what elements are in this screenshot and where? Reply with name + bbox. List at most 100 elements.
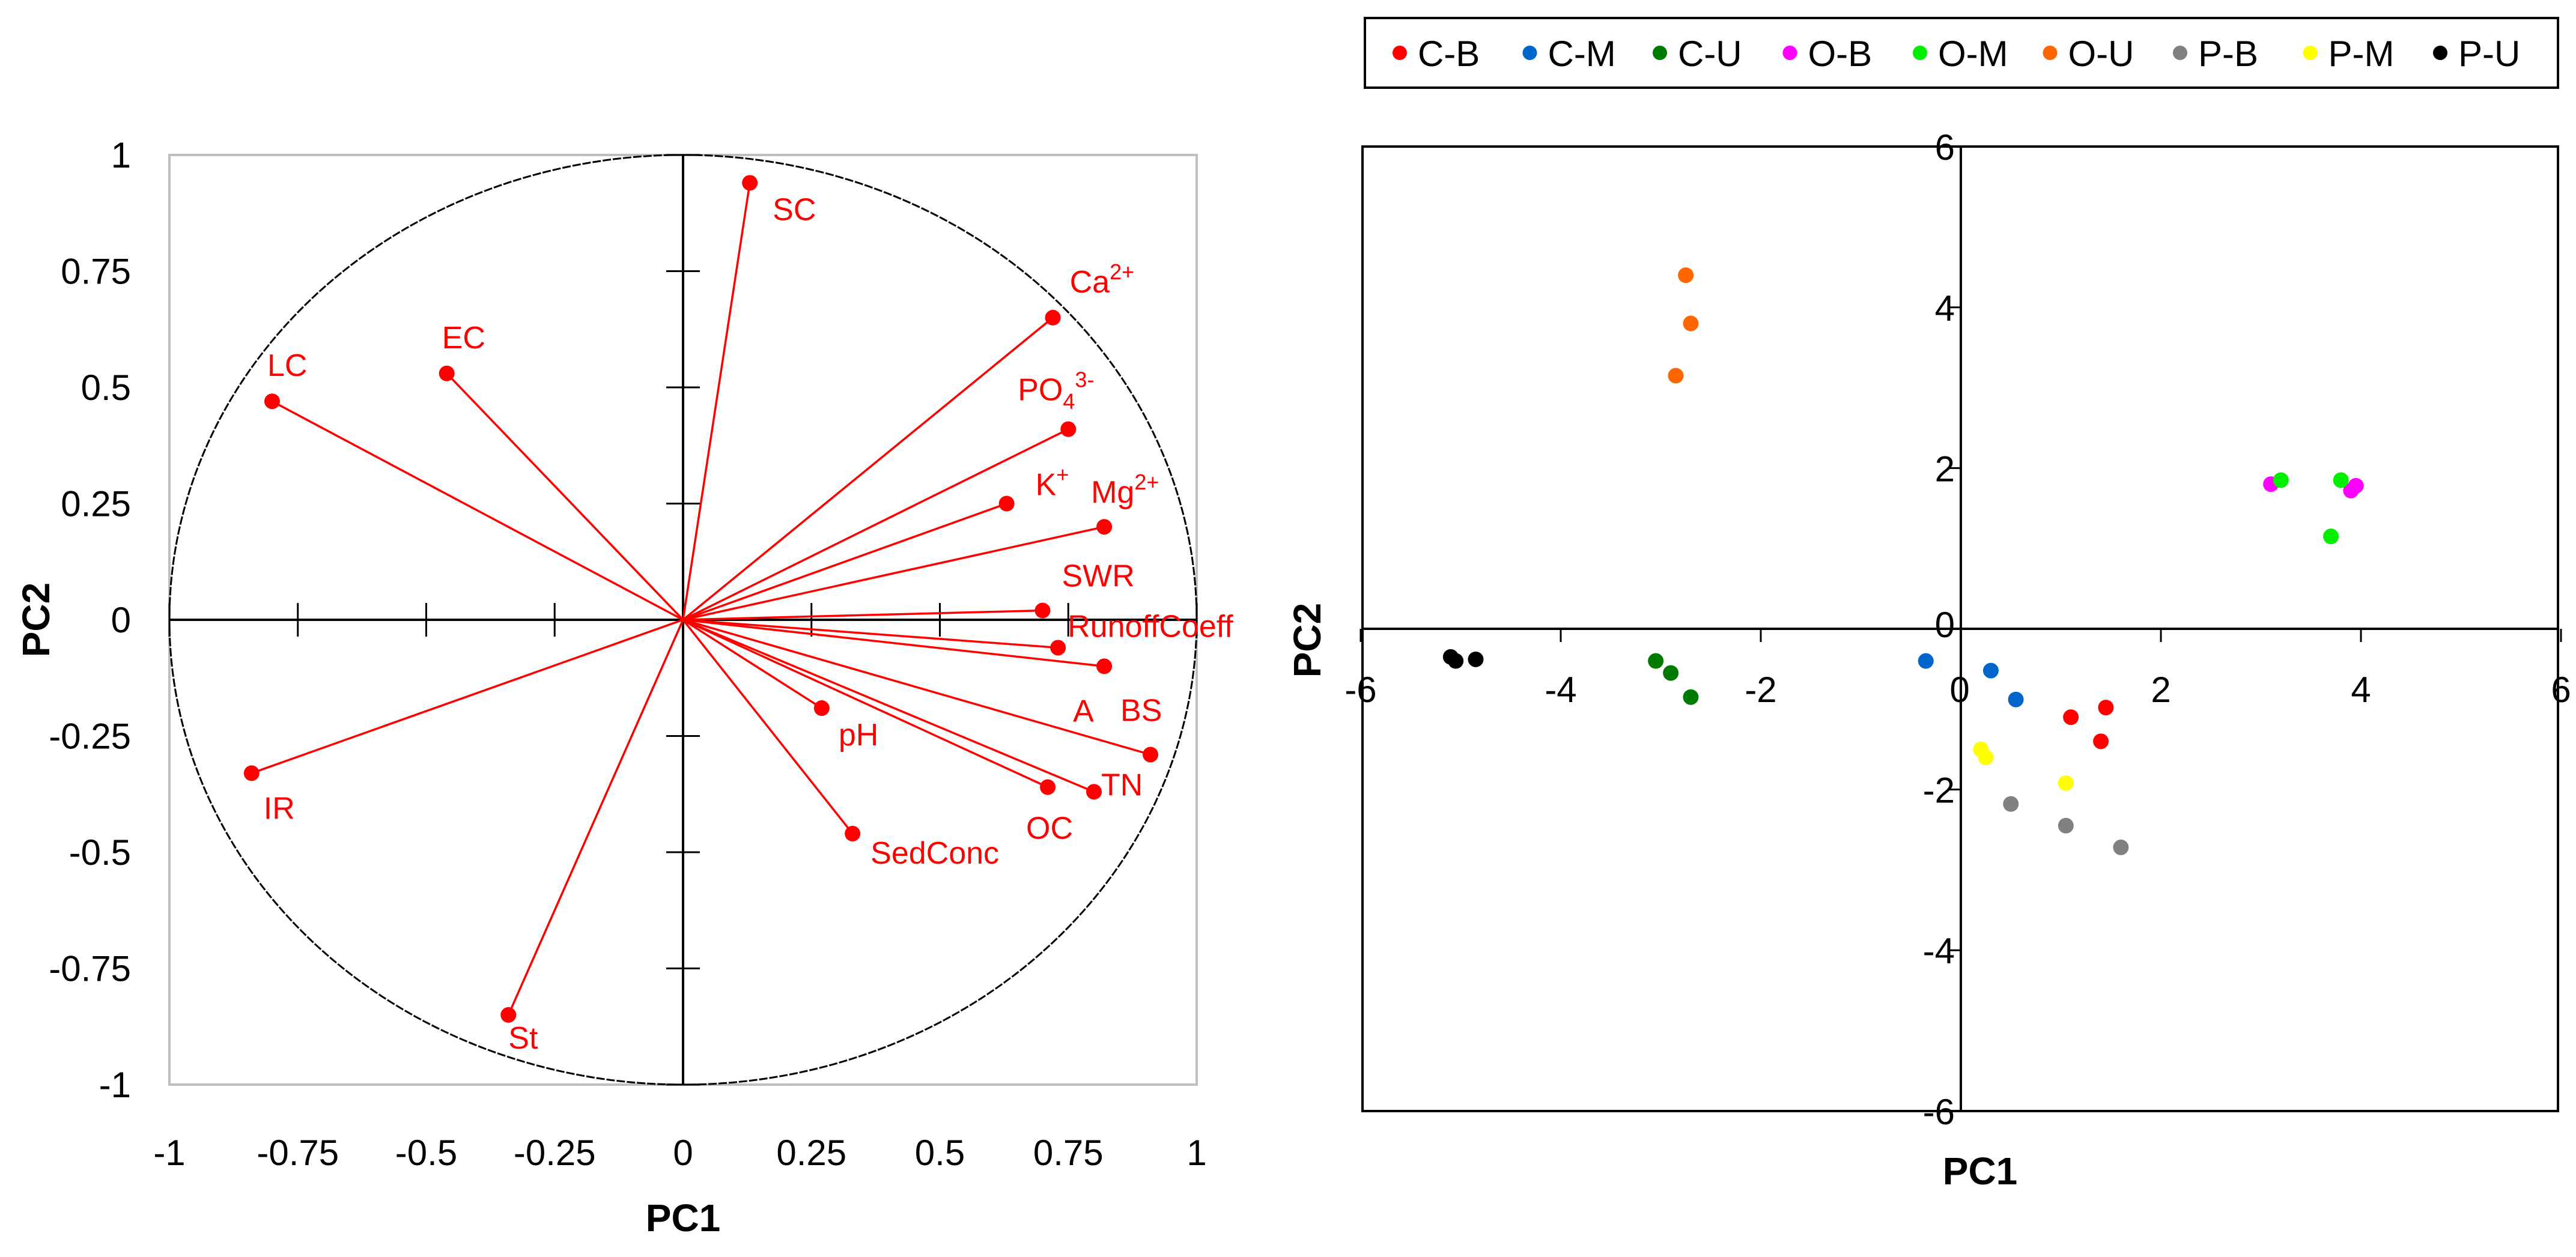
score-point-p-m <box>2058 775 2074 791</box>
loading-vector-tn <box>682 619 1095 793</box>
loading-label-oc: OC <box>1026 811 1073 846</box>
legend-box <box>1364 17 2559 89</box>
score-y-axis-label: PC2 <box>1286 603 1329 678</box>
loading-point-lc <box>264 393 280 410</box>
loading-label-mg2: Mg2+ <box>1091 470 1159 510</box>
score-x-tick-label: 0 <box>1949 670 1969 710</box>
loading-label-po43: PO43- <box>1018 368 1094 414</box>
score-point-c-m <box>2008 691 2024 707</box>
loading-vectors: SC Ca2+ EC LC PO43- K+ Mg2+ SWR RunoffCoeff A BS pH… <box>243 175 1233 1056</box>
correlation-circle <box>168 154 1198 1086</box>
score-axes <box>1359 145 2562 1112</box>
loading-x-tick-label: 0 <box>673 1133 693 1173</box>
loading-label-a: A <box>1073 694 1094 728</box>
score-point-c-b <box>2093 733 2109 750</box>
loading-point-st <box>500 1007 517 1023</box>
legend-label-p-b: P-B <box>2198 34 2258 74</box>
loading-vector-lc <box>272 400 684 621</box>
loading-point-ca2 <box>1045 309 1061 326</box>
loading-label-ec: EC <box>442 321 485 356</box>
loading-x-tick-label: -1 <box>153 1133 185 1173</box>
loading-point-swr <box>1034 602 1051 619</box>
score-x-tick-label: 6 <box>2551 670 2571 710</box>
loading-plot: SC Ca2+ EC LC PO43- K+ Mg2+ SWR RunoffCoeff A BS pH… <box>14 135 1233 1240</box>
loading-y-tick-label: -0.75 <box>49 949 131 989</box>
legend-label-c-b: C-B <box>1418 34 1480 74</box>
score-x-tick-label: -4 <box>1545 670 1576 710</box>
loading-vector-oc <box>682 619 1048 789</box>
score-point-o-u <box>1683 315 1699 332</box>
loading-x-axis-label: PC1 <box>646 1196 721 1240</box>
legend-label-c-u: C-U <box>1678 34 1742 74</box>
loading-label-swr: SWR <box>1062 559 1135 594</box>
loading-y-axis-label: PC2 <box>14 583 58 658</box>
loading-label-ph: pH <box>839 718 878 753</box>
score-point-o-u <box>1678 267 1694 283</box>
score-point-p-b <box>2113 839 2129 855</box>
legend-marker-o-u <box>2043 46 2058 60</box>
loading-point-runoffcoeff <box>1050 640 1066 656</box>
loading-x-tick-label: 0.25 <box>776 1133 846 1173</box>
score-point-o-m <box>2323 529 2339 545</box>
loading-x-tick-label: -0.25 <box>514 1133 596 1173</box>
loading-label-k: K+ <box>1036 462 1069 503</box>
loading-y-tick-label: 1 <box>111 135 131 175</box>
score-x-tick-label: 4 <box>2351 670 2371 710</box>
score-point-o-b <box>2348 477 2364 494</box>
score-point-c-m <box>1918 653 1934 669</box>
score-point-o-m <box>2333 472 2349 488</box>
score-point-p-m <box>1978 750 1994 766</box>
legend-label-p-u: P-U <box>2458 34 2520 74</box>
score-plot: -6 -4 -2 0 2 4 6 6 4 2 0 -2 -4 -6 PC1 PC2 <box>1286 127 2571 1193</box>
score-y-tick-label: -4 <box>1923 931 1955 971</box>
loading-label-runoffcoeff: RunoffCoeff <box>1068 609 1233 644</box>
loading-vector-st <box>507 619 684 1016</box>
loading-point-a <box>1096 658 1113 674</box>
score-point-c-m <box>1982 662 1999 679</box>
loading-vector-bs <box>682 619 1151 756</box>
loading-y-tick-label: -1 <box>99 1065 131 1105</box>
loading-vector-po43 <box>682 428 1069 621</box>
score-x-tick-label: -2 <box>1745 670 1776 710</box>
loading-point-ph <box>813 700 830 716</box>
score-point-c-u <box>1683 689 1699 705</box>
score-y-tick-label: -6 <box>1923 1092 1955 1132</box>
loading-point-bs <box>1143 747 1159 763</box>
loading-point-sc <box>742 175 758 191</box>
legend-marker-o-b <box>1782 46 1797 60</box>
score-point-o-m <box>2273 472 2289 488</box>
loading-point-ec <box>439 365 455 381</box>
score-y-tick-label: 2 <box>1935 449 1955 489</box>
legend-marker-p-m <box>2303 46 2318 60</box>
loading-vector-a <box>682 619 1105 668</box>
score-point-p-u <box>1448 653 1464 669</box>
legend-marker-c-m <box>1522 46 1537 60</box>
score-y-tick-labels: 6 4 2 0 -2 -4 -6 <box>1923 127 1955 1132</box>
score-legend: C-B C-M C-U O-B O-M O-U P-B P-M P-U <box>1364 17 2559 89</box>
loading-y-tick-label: 0.75 <box>61 252 131 292</box>
loading-label-sedconc: SedConc <box>870 836 999 871</box>
loading-x-tick-label: -0.75 <box>257 1133 339 1173</box>
score-point-c-u <box>1648 653 1664 669</box>
legend-label-p-m: P-M <box>2328 34 2395 74</box>
loading-label-ir: IR <box>264 791 295 826</box>
loading-vector-mg2 <box>682 526 1105 621</box>
loading-vector-k <box>682 502 1007 621</box>
score-points <box>1442 267 2364 855</box>
loading-label-tn: TN <box>1101 768 1143 802</box>
loading-label-st: St <box>508 1021 538 1056</box>
loading-point-oc <box>1040 779 1056 795</box>
loading-vector-runoffcoeff <box>682 619 1059 649</box>
score-point-o-u <box>1668 368 1684 384</box>
score-point-c-b <box>2098 700 2114 716</box>
loading-y-tick-label: -0.25 <box>49 716 131 757</box>
score-point-c-u <box>1663 665 1679 681</box>
legend-label-o-u: O-U <box>2068 34 2134 74</box>
legend-marker-o-m <box>1913 46 1927 60</box>
loading-x-tick-label: 0.5 <box>915 1133 965 1173</box>
loading-vector-ca2 <box>682 317 1054 621</box>
score-point-p-b <box>2058 817 2074 834</box>
legend-marker-p-b <box>2173 46 2187 60</box>
